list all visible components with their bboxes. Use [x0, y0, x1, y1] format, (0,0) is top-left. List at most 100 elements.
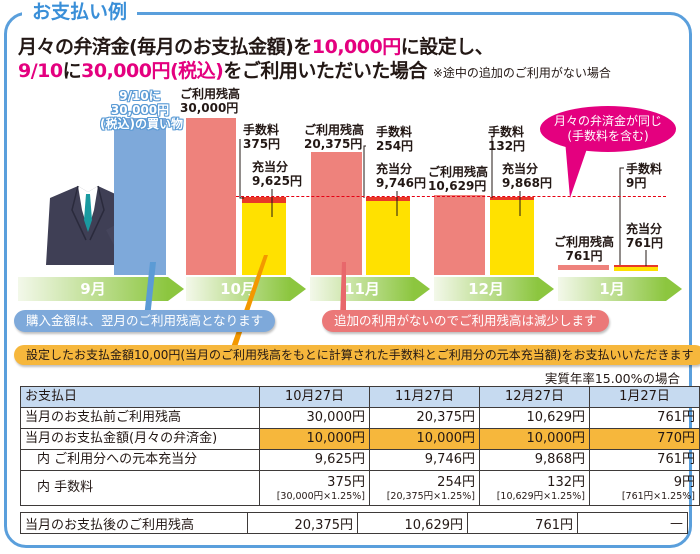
balance-bar-nov	[311, 152, 362, 275]
cell-value: 770円	[589, 428, 700, 450]
payment-table: お支払日 10月27日 11月27日 12月27日 1月27日 当月のお支払前ご…	[20, 386, 700, 506]
cell-value: 10,629円	[479, 407, 590, 429]
principal-title: 充当分	[376, 162, 413, 176]
month-arrow-oct: 10月	[186, 277, 306, 301]
headline-line-2: 9/10に30,000円(税込)をご利用いただいた場合 ※途中の追加のご利用がない…	[18, 56, 611, 83]
month-arrow-dec: 12月	[434, 277, 554, 301]
balance-value: 761円	[565, 249, 603, 263]
row-label: 当月のお支払後のご利用残高	[20, 512, 248, 534]
after-payment-table: 当月のお支払後のご利用残高 20,375円 10,629円 761円 —	[20, 512, 688, 534]
header-label: お支払日	[20, 386, 260, 408]
month-arrow-jan: 1月	[558, 277, 682, 301]
note-payment-amount: 設定したお支払金額10,00円(当月のご利用残高をもとに計算された手数料とご利用…	[14, 345, 700, 365]
month-label: 11月	[344, 280, 380, 298]
balance-title: ご利用残高	[304, 123, 365, 137]
headline-date: 9/10	[18, 60, 63, 82]
row-label: 当月のお支払金額(月々の弁済金)	[20, 428, 260, 450]
fee-amount: 9円	[673, 475, 695, 490]
fee-formula: [10,629円×1.25%]	[496, 491, 585, 502]
purchase-label-line: 30,000円	[110, 103, 170, 117]
fee-formula: [30,000円×1.25%]	[276, 491, 365, 502]
cell-value: 10,000円	[259, 428, 370, 450]
fee-bar-oct	[242, 197, 286, 203]
payment-example-frame	[4, 12, 692, 548]
headline-text: に	[62, 60, 82, 82]
fee-title: 手数料	[488, 125, 525, 139]
table-row: 内 手数料 375円 [30,000円×1.25%] 254円 [20,375円×1…	[20, 470, 700, 506]
fee-bar-nov	[366, 197, 410, 201]
principal-value: 761円	[626, 236, 664, 250]
cell-value: 132円 [10,629円×1.25%]	[479, 470, 590, 506]
month-arrow-sep: 9月	[18, 277, 184, 301]
fee-bar-dec	[490, 197, 534, 200]
headline-amount: 30,000円(税込)	[81, 60, 224, 82]
balance-title: ご利用残高	[553, 235, 614, 249]
principal-title: 充当分	[626, 222, 663, 236]
fee-label-dec: 手数料 132円	[488, 125, 525, 153]
purchase-bar	[114, 118, 166, 275]
balance-bar-jan	[558, 265, 609, 270]
cell-value: 30,000円	[259, 407, 370, 429]
headline-text: をご利用いただいた場合	[223, 60, 427, 82]
table-row: 内 ご利用分への元本充当分 9,625円 9,746円 9,868円 761円	[20, 449, 700, 471]
same-payment-bubble: 月々の弁済金が同じ (手数料を含む)	[540, 106, 676, 152]
principal-value: 9,625円	[252, 174, 302, 188]
purchase-label-line: (税込)の買い物	[100, 117, 183, 131]
bubble-tail-icon	[565, 140, 590, 198]
fee-amount: 254円	[437, 475, 475, 490]
note-purchase-becomes-balance: 購入金額は、翌月のご利用残高となります	[14, 310, 276, 332]
headline-text: 月々の弁済金(毎月のお支払金額)を	[18, 36, 312, 58]
fee-title: 手数料	[376, 125, 413, 139]
month-arrow-nov: 11月	[310, 277, 430, 301]
cell-value: 9円 [761円×1.25%]	[589, 470, 700, 506]
principal-bar-nov	[366, 201, 410, 275]
balance-bar-oct	[186, 118, 236, 275]
month-label: 1月	[599, 280, 625, 298]
header-date: 10月27日	[259, 386, 370, 408]
cell-value: 375円 [30,000円×1.25%]	[259, 470, 370, 506]
fee-value: 9円	[626, 176, 647, 190]
cell-value: 9,625円	[259, 449, 370, 471]
cell-value: 10,629円	[357, 512, 468, 534]
balance-value: 30,000円	[180, 101, 239, 115]
principal-title: 充当分	[252, 160, 289, 174]
cell-value: 20,375円	[369, 407, 480, 429]
bubble-line: (手数料を含む)	[567, 129, 649, 143]
fee-label-nov: 手数料 254円	[376, 125, 413, 153]
fee-amount: 375円	[327, 475, 365, 490]
row-label: 当月のお支払前ご利用残高	[20, 407, 260, 429]
headline-line-1: 月々の弁済金(毎月のお支払金額)を10,000円に設定し、	[18, 32, 494, 59]
balance-label-jan: ご利用残高 761円	[548, 235, 620, 263]
fee-label-jan: 手数料 9円	[626, 162, 662, 190]
purchase-label-line: 9/10に	[119, 89, 161, 103]
header-date: 1月27日	[589, 386, 700, 408]
fee-value: 375円	[243, 137, 281, 151]
row-label: 内 手数料	[20, 470, 260, 506]
fee-value: 132円	[488, 139, 526, 153]
table-row: 当月のお支払金額(月々の弁済金) 10,000円 10,000円 10,000円…	[20, 428, 700, 450]
header-date: 12月27日	[479, 386, 590, 408]
balance-title: ご利用残高	[180, 87, 241, 101]
fee-formula: [761円×1.25%]	[621, 491, 695, 502]
principal-label-dec: 充当分 9,868円	[502, 162, 552, 190]
equal-payment-line	[236, 196, 666, 197]
purchase-label: 9/10に 30,000円 (税込)の買い物	[100, 89, 183, 131]
table-row: 当月のお支払前ご利用残高 30,000円 20,375円 10,629円 761…	[20, 407, 700, 429]
month-label: 9月	[80, 280, 106, 298]
note-balance-decreases: 追加の利用がないのでご利用残高は減少します	[322, 310, 609, 332]
principal-title: 充当分	[502, 162, 539, 176]
headline-note: ※途中の追加のご利用がない場合	[432, 66, 611, 80]
cell-value: 761円	[589, 407, 700, 429]
cell-value: —	[577, 512, 688, 534]
principal-value: 9,868円	[502, 176, 552, 190]
fee-title: 手数料	[243, 123, 280, 137]
cell-value: 254円 [20,375円×1.25%]	[369, 470, 480, 506]
table-header-row: お支払日 10月27日 11月27日 12月27日 1月27日	[20, 386, 700, 408]
cell-value: 9,868円	[479, 449, 590, 471]
cell-value: 10,000円	[369, 428, 480, 450]
balance-label-nov: ご利用残高 20,375円	[304, 123, 364, 151]
balance-value: 10,629円	[428, 179, 487, 193]
principal-label-jan: 充当分 761円	[626, 222, 663, 250]
table-row: 当月のお支払後のご利用残高 20,375円 10,629円 761円 —	[20, 512, 688, 534]
row-label: 内 ご利用分への元本充当分	[20, 449, 260, 471]
